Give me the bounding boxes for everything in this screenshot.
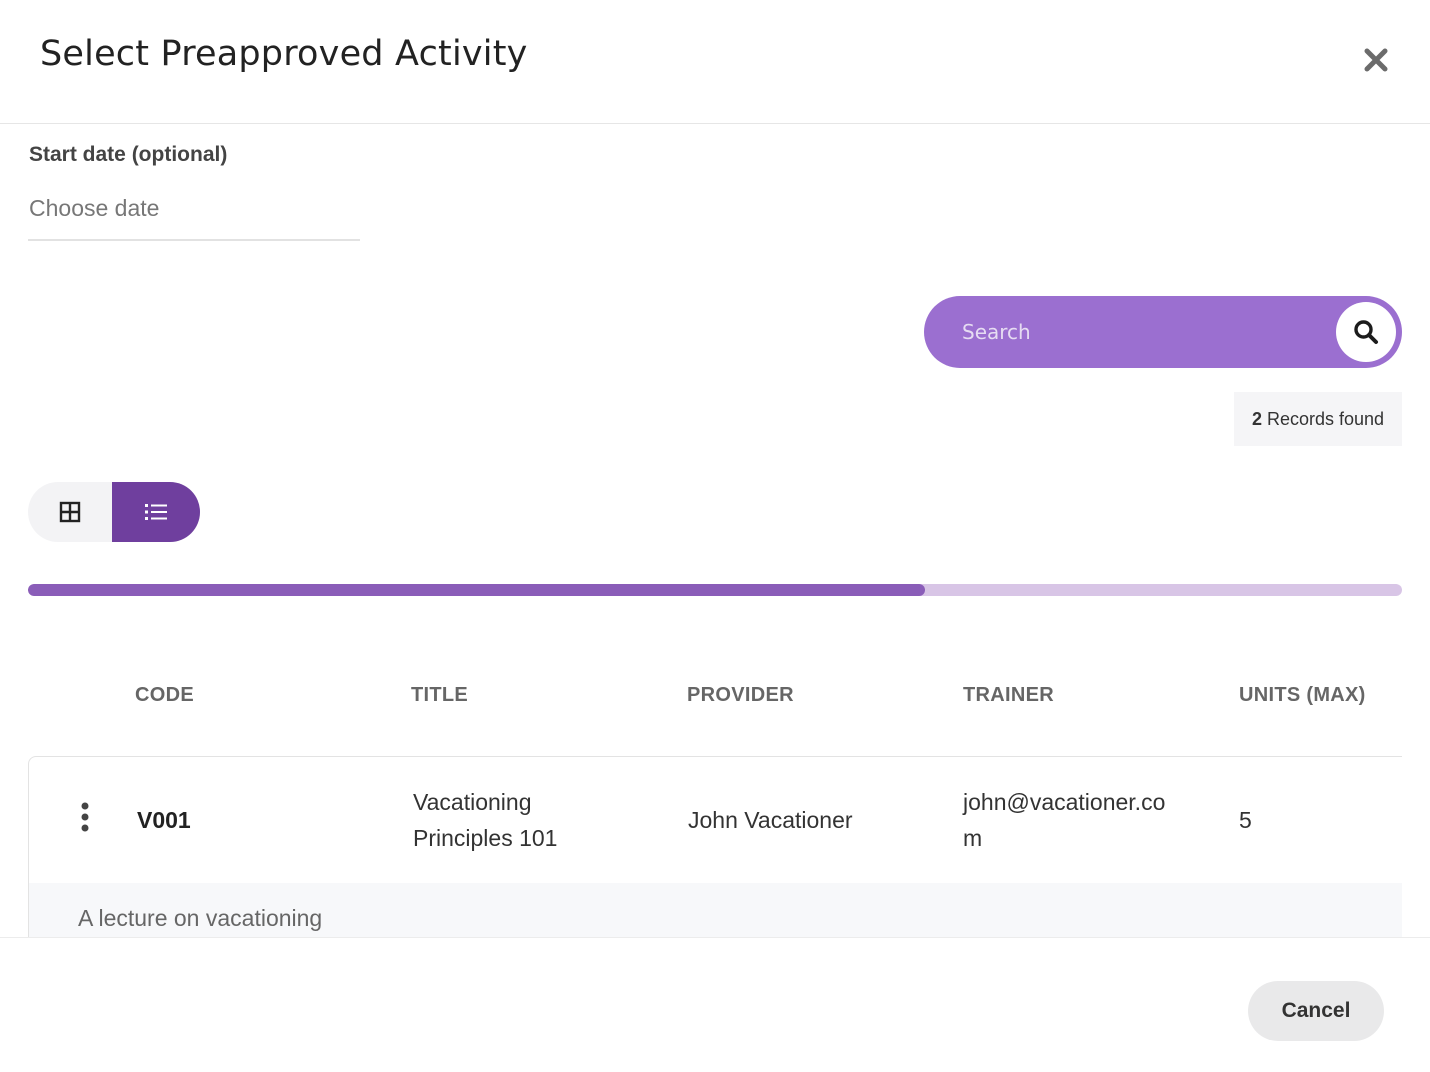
column-header-title[interactable]: TITLE [411,684,469,706]
row-description: A lecture on vacationing [29,883,1402,937]
grid-view-button[interactable] [28,482,112,542]
search-bar [924,296,1402,368]
list-view-button[interactable] [112,482,200,542]
view-toggle [28,482,200,542]
search-input[interactable] [962,312,1322,352]
cell-trainer-line: m [963,825,983,851]
table-row-main: V001 Vacationing Principles 101 John Vac… [29,757,1402,883]
column-header-provider[interactable]: PROVIDER [687,684,794,706]
progress-bar [28,584,1402,596]
cell-title: Vacationing Principles 101 [413,784,557,856]
records-label: Records found [1266,408,1385,429]
cell-title-line: Principles 101 [413,825,558,851]
close-icon[interactable] [1356,40,1396,80]
list-icon [145,504,167,520]
column-header-trainer[interactable]: TRAINER [963,684,1054,706]
search-icon [1354,320,1378,344]
cell-units: 5 [1239,807,1252,833]
cell-title-line: Vacationing [413,789,532,815]
column-header-units[interactable]: UNITS (MAX) [1239,684,1366,706]
row-description-text: A lecture on vacationing [78,905,323,931]
cell-trainer-line: john@vacationer.co [963,789,1166,815]
progress-bar-fill [28,584,926,596]
grid-icon [59,501,81,523]
search-button[interactable] [1336,302,1396,362]
cell-code: V001 [137,807,191,833]
more-options-icon[interactable] [73,801,97,833]
column-header-code[interactable]: CODE [135,684,194,706]
records-found-badge: 2 Records found [1234,392,1402,446]
cell-provider: John Vacationer [688,807,853,833]
dialog-title: Select Preapproved Activity [40,34,528,74]
records-count: 2 [1251,408,1262,429]
start-date-input[interactable] [28,190,360,241]
table-row[interactable]: V001 Vacationing Principles 101 John Vac… [28,756,1402,938]
cancel-button[interactable]: Cancel [1248,981,1384,1041]
dialog-header: Select Preapproved Activity [0,0,1430,124]
start-date-label: Start date (optional) [29,143,228,166]
dialog-footer: Cancel [0,937,1430,1072]
cell-trainer: john@vacationer.co m [963,784,1165,856]
